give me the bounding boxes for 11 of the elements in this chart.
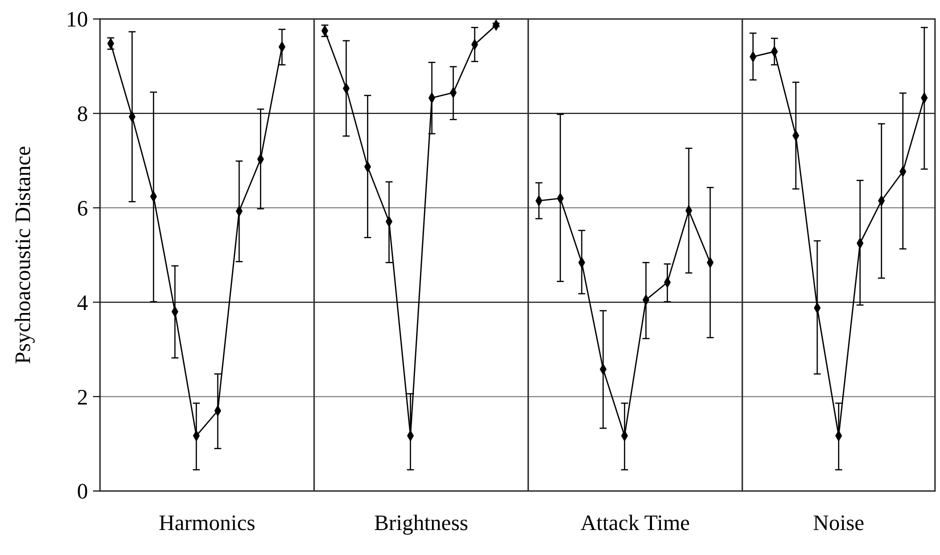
text: Harmonics <box>158 510 256 535</box>
y-axis-title: Psychoacoustic Distance <box>10 146 35 364</box>
text: Attack Time <box>580 510 690 535</box>
y-tick-label: 8 <box>77 101 88 126</box>
y-tick-label: 10 <box>66 6 88 32</box>
text: Noise <box>812 510 864 535</box>
y-tick-label: 4 <box>77 290 88 315</box>
y-tick-label: 2 <box>77 384 88 410</box>
y-tick-label: 0 <box>77 478 88 504</box>
text: Brightness <box>374 510 468 535</box>
y-tick-label: 6 <box>77 196 88 220</box>
